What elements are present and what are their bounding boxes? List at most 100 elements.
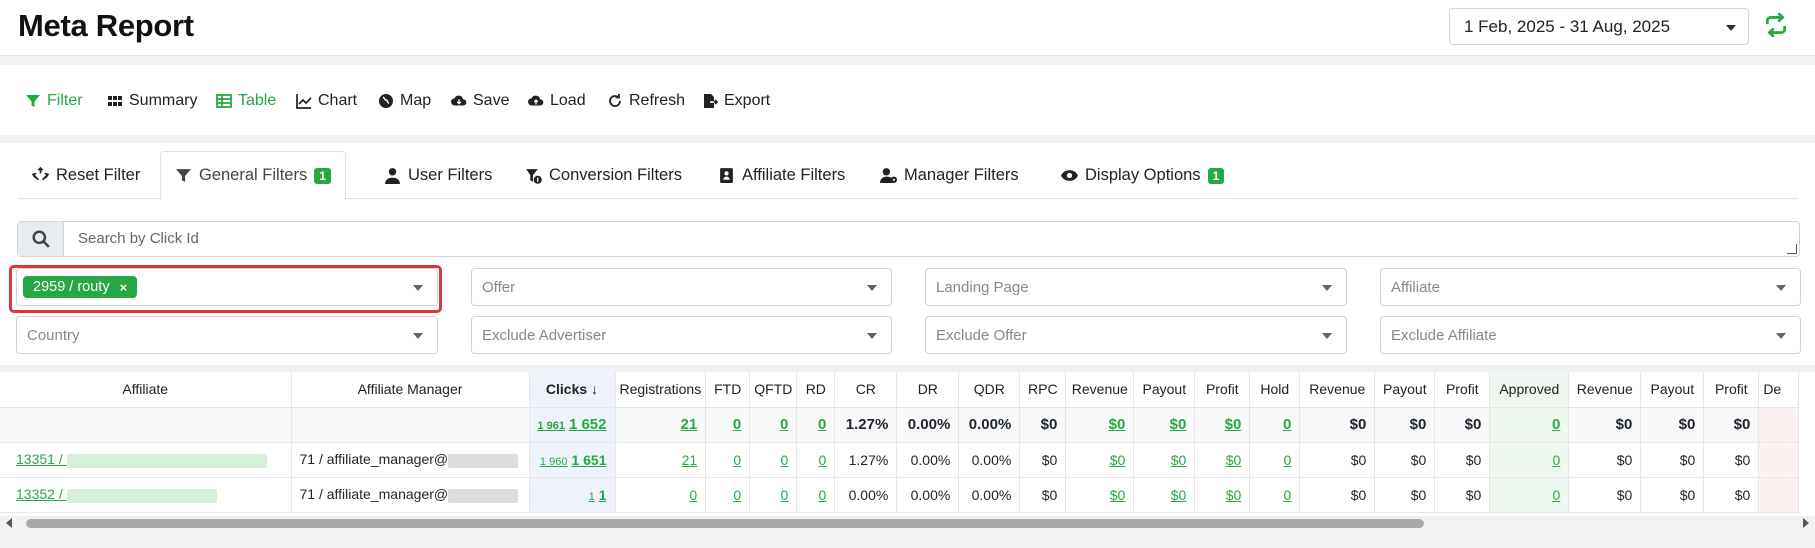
tab-user-filters[interactable]: User Filters (370, 151, 506, 200)
qftd-link[interactable]: 0 (780, 486, 789, 503)
total-hold-link[interactable]: 0 (1282, 416, 1292, 433)
total-approved-link[interactable]: 0 (1551, 416, 1561, 433)
ftd-link[interactable]: 0 (733, 486, 742, 503)
tab-general-filters[interactable]: General Filters 1 (160, 151, 346, 200)
advertiser-select[interactable]: 2959 / routy × (16, 268, 438, 306)
registrations-link[interactable]: 0 (689, 486, 698, 503)
revenue-link[interactable]: $0 (1109, 451, 1126, 468)
date-range-select[interactable]: 1 Feb, 2025 - 31 Aug, 2025 (1449, 8, 1749, 45)
qftd-link[interactable]: 0 (780, 451, 789, 468)
exclude-advertiser-select[interactable]: Exclude Advertiser (471, 316, 892, 354)
remove-chip-icon[interactable]: × (119, 279, 128, 295)
total-ftd-link[interactable]: 0 (732, 416, 742, 433)
offer-select[interactable]: Offer (471, 268, 892, 306)
revenue-link[interactable]: $0 (1109, 486, 1126, 503)
col-header-clicks[interactable]: Clicks ↓ (529, 372, 616, 408)
total-profit-link[interactable]: $0 (1224, 416, 1242, 433)
col-header-hold-revenue[interactable]: Revenue (1299, 372, 1376, 408)
load-button[interactable]: Load (528, 90, 586, 112)
clicks-link[interactable]: 1 (598, 486, 607, 503)
col-header-rpc[interactable]: RPC (1019, 372, 1067, 408)
col-header-affiliate-manager[interactable]: Affiliate Manager (291, 372, 530, 408)
tab-affiliate-filters[interactable]: Affiliate Filters (704, 151, 859, 200)
col-header-hold-payout[interactable]: Payout (1374, 372, 1436, 408)
country-select[interactable]: Country (16, 316, 438, 354)
sync-icon[interactable] (1763, 12, 1789, 38)
landing-page-select[interactable]: Landing Page (925, 268, 1347, 306)
unique-clicks-link[interactable]: 1 (588, 490, 595, 503)
tab-manager-filters[interactable]: Manager Filters (866, 151, 1033, 200)
col-header-revenue[interactable]: Revenue (1065, 372, 1135, 408)
scroll-left-arrow-icon[interactable] (6, 518, 12, 528)
total-revenue-link[interactable]: $0 (1108, 416, 1126, 433)
ftd-link[interactable]: 0 (733, 451, 742, 468)
col-header-qftd[interactable]: QFTD (749, 372, 798, 408)
hold-link[interactable]: 0 (1283, 486, 1292, 503)
table-button[interactable]: Table (216, 90, 276, 112)
col-header-cr[interactable]: CR (834, 372, 898, 408)
col-header-ftd[interactable]: FTD (705, 372, 751, 408)
col-header-hold-profit[interactable]: Profit (1434, 372, 1491, 408)
col-header-hold[interactable]: Hold (1249, 372, 1301, 408)
horizontal-scrollbar[interactable] (0, 516, 1815, 530)
col-header-payout[interactable]: Payout (1133, 372, 1196, 408)
exclude-offer-select[interactable]: Exclude Offer (925, 316, 1347, 354)
col-header-registrations[interactable]: Registrations (615, 372, 707, 408)
col-header-approved-revenue[interactable]: Revenue (1568, 372, 1642, 408)
approved-link[interactable]: 0 (1552, 451, 1561, 468)
summary-button[interactable]: Summary (107, 90, 197, 112)
map-button[interactable]: Map (378, 90, 431, 112)
col-header-profit[interactable]: Profit (1194, 372, 1251, 408)
hold-cell: 0 (1249, 442, 1301, 478)
col-header-approved-payout[interactable]: Payout (1640, 372, 1705, 408)
col-header-qdr[interactable]: QDR (958, 372, 1021, 408)
profit-link[interactable]: $0 (1225, 486, 1242, 503)
total-registrations-link[interactable]: 21 (680, 416, 698, 433)
hold-revenue-cell: $0 (1299, 477, 1376, 513)
filter-button[interactable]: Filter (25, 90, 83, 112)
payout-link[interactable]: $0 (1170, 486, 1187, 503)
affiliate-link[interactable]: 13352 / (16, 486, 67, 503)
affiliate-select[interactable]: Affiliate (1380, 268, 1801, 306)
approved-link[interactable]: 0 (1552, 486, 1561, 503)
tab-display-options[interactable]: Display Options 1 (1047, 151, 1238, 200)
profit-link[interactable]: $0 (1225, 451, 1242, 468)
col-header-dr[interactable]: DR (896, 372, 960, 408)
payout-link[interactable]: $0 (1170, 451, 1187, 468)
scroll-right-arrow-icon[interactable] (1803, 518, 1809, 528)
tab-reset-filter[interactable]: Reset Filter (18, 151, 154, 200)
col-header-truncated[interactable]: De (1758, 372, 1800, 408)
col-header-affiliate[interactable]: Affiliate (0, 372, 292, 408)
col-header-approved-profit[interactable]: Profit (1703, 372, 1760, 408)
affiliate-link[interactable]: 13351 / (16, 451, 67, 468)
search-button[interactable] (18, 222, 64, 256)
export-label: Export (724, 92, 771, 109)
clicks-link[interactable]: 1 651 (571, 451, 607, 468)
rd-link[interactable]: 0 (818, 451, 827, 468)
load-label: Load (550, 92, 586, 109)
tab-general-label: General Filters (199, 166, 308, 184)
exclude-affiliate-placeholder: Exclude Affiliate (1391, 326, 1497, 344)
cr-cell: 1.27% (834, 442, 898, 478)
total-qftd-link[interactable]: 0 (779, 416, 789, 433)
hold-link[interactable]: 0 (1283, 451, 1292, 468)
save-button[interactable]: Save (451, 90, 509, 112)
total-unique-clicks-link[interactable]: 1 961 (537, 420, 565, 432)
refresh-button[interactable]: Refresh (607, 90, 685, 112)
scrollbar-thumb[interactable] (26, 519, 1424, 528)
tab-conversion-filters[interactable]: Conversion Filters (511, 151, 696, 200)
unique-clicks-link[interactable]: 1 960 (539, 455, 568, 468)
col-header-rd[interactable]: RD (796, 372, 836, 408)
exclude-affiliate-select[interactable]: Exclude Affiliate (1380, 316, 1801, 354)
resize-handle-icon[interactable] (1787, 244, 1797, 254)
total-clicks-link[interactable]: 1 652 (568, 416, 607, 433)
total-payout-link[interactable]: $0 (1169, 416, 1187, 433)
export-button[interactable]: Export (702, 90, 770, 112)
chart-button[interactable]: Chart (296, 90, 357, 112)
col-header-approved[interactable]: Approved (1489, 372, 1570, 408)
total-rd-link[interactable]: 0 (817, 416, 827, 433)
registrations-link[interactable]: 21 (681, 451, 698, 468)
search-input[interactable] (65, 222, 1795, 256)
rd-link[interactable]: 0 (818, 486, 827, 503)
